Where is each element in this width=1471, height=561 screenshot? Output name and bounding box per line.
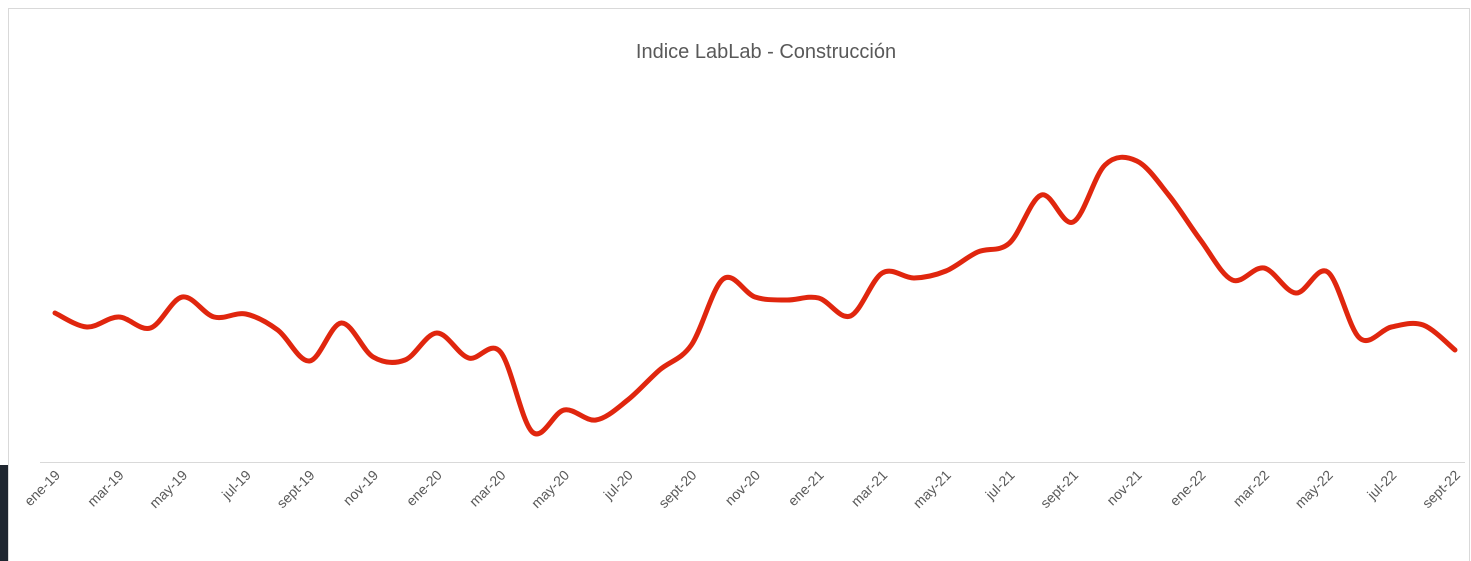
chart-border bbox=[8, 8, 1470, 561]
x-tick-label: nov-21 bbox=[1103, 467, 1145, 509]
x-tick-label: may-21 bbox=[910, 467, 954, 511]
window-edge bbox=[0, 465, 8, 561]
x-tick-label: sept-19 bbox=[273, 467, 317, 511]
x-tick-label: nov-20 bbox=[722, 467, 764, 509]
x-tick-label: sept-20 bbox=[655, 467, 699, 511]
x-tick-label: ene-19 bbox=[21, 467, 63, 509]
x-tick-label: ene-22 bbox=[1166, 467, 1208, 509]
x-tick-label: jul-22 bbox=[1363, 467, 1399, 503]
x-tick-label: sept-22 bbox=[1419, 467, 1463, 511]
x-tick-label: mar-19 bbox=[84, 467, 127, 510]
chart-title: Indice LabLab - Construcción bbox=[636, 41, 896, 63]
x-tick-label: may-19 bbox=[146, 467, 190, 511]
x-tick-label: nov-19 bbox=[340, 467, 382, 509]
x-tick-label: ene-20 bbox=[403, 467, 445, 509]
data-line bbox=[52, 154, 1458, 437]
x-tick-label: mar-21 bbox=[848, 467, 891, 510]
x-tick-label: jul-19 bbox=[218, 467, 254, 503]
x-tick-label: ene-21 bbox=[785, 467, 827, 509]
x-tick-label: may-22 bbox=[1292, 467, 1336, 511]
x-tick-label: sept-21 bbox=[1037, 467, 1081, 511]
x-tick-label: mar-22 bbox=[1230, 467, 1273, 510]
x-tick-label: mar-20 bbox=[466, 467, 509, 510]
x-tick-label: may-20 bbox=[528, 467, 572, 511]
x-tick-label: jul-21 bbox=[981, 467, 1017, 503]
x-tick-label: jul-20 bbox=[600, 467, 636, 503]
